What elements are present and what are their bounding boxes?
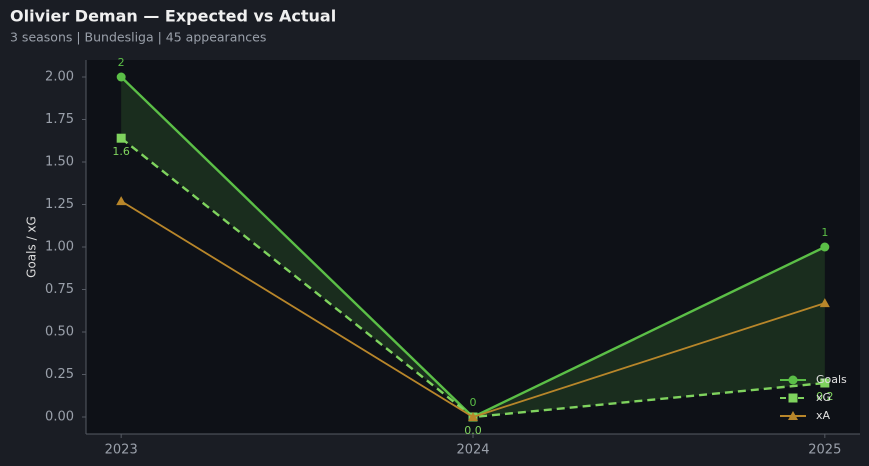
legend-label: xG [816, 391, 831, 404]
y-tick-label: 0.50 [45, 325, 74, 340]
y-tick-label: 2.00 [45, 70, 74, 85]
data-point [116, 72, 126, 82]
plot-area [86, 60, 860, 434]
chart-subtitle: 3 seasons | Bundesliga | 45 appearances [10, 30, 266, 45]
data-label: 0 [470, 396, 477, 409]
data-label: 2 [118, 56, 125, 69]
legend-label: xA [816, 409, 831, 422]
y-tick-label: 1.50 [45, 155, 74, 170]
data-point [116, 133, 126, 143]
x-tick-label: 2024 [456, 443, 489, 458]
legend-marker [788, 393, 798, 403]
data-point [468, 412, 478, 421]
data-label: 0.2 [816, 390, 834, 403]
x-tick-label: 2025 [808, 443, 841, 458]
y-tick-label: 0.00 [45, 410, 74, 425]
y-tick-label: 1.75 [45, 112, 74, 127]
y-tick-label: 0.25 [45, 367, 74, 382]
y-axis-label: Goals / xG [25, 216, 39, 278]
data-label: 0.0 [464, 424, 482, 437]
legend-marker [788, 375, 798, 385]
data-point [116, 196, 127, 206]
y-tick-label: 1.25 [45, 197, 74, 212]
chart-title: Olivier Deman — Expected vs Actual [10, 7, 336, 26]
legend-label: Goals [816, 373, 847, 386]
data-label: 1 [821, 226, 828, 239]
legend-marker [788, 411, 798, 420]
data-point [820, 378, 830, 388]
fill-between [121, 77, 825, 417]
data-point [819, 298, 830, 308]
y-tick-label: 1.00 [45, 240, 74, 255]
x-tick-label: 2023 [105, 443, 138, 458]
data-label: 1.6 [112, 145, 130, 158]
y-tick-label: 0.75 [45, 282, 74, 297]
data-point [820, 242, 830, 252]
